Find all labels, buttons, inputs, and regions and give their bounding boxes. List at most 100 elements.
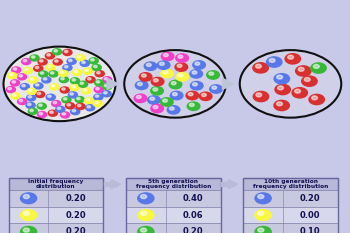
- FancyBboxPatch shape: [126, 190, 220, 207]
- Circle shape: [61, 77, 64, 80]
- Circle shape: [258, 195, 264, 199]
- Circle shape: [188, 93, 193, 96]
- Circle shape: [61, 71, 64, 74]
- Circle shape: [187, 102, 200, 110]
- Circle shape: [43, 78, 47, 80]
- Circle shape: [269, 58, 275, 62]
- Circle shape: [292, 88, 307, 98]
- Circle shape: [60, 87, 69, 93]
- Circle shape: [21, 210, 37, 220]
- Circle shape: [13, 68, 17, 70]
- Circle shape: [173, 93, 177, 96]
- Circle shape: [40, 60, 43, 62]
- FancyBboxPatch shape: [243, 190, 338, 207]
- Text: 0.06: 0.06: [183, 211, 203, 219]
- Circle shape: [22, 85, 25, 87]
- Circle shape: [103, 83, 112, 89]
- Circle shape: [304, 78, 310, 82]
- Circle shape: [253, 63, 268, 73]
- Circle shape: [37, 112, 47, 118]
- Circle shape: [160, 62, 164, 65]
- Circle shape: [104, 84, 108, 87]
- Circle shape: [61, 112, 70, 118]
- Circle shape: [78, 81, 88, 87]
- Circle shape: [12, 67, 21, 73]
- Circle shape: [50, 111, 53, 113]
- Circle shape: [136, 95, 141, 99]
- Circle shape: [94, 80, 104, 86]
- Circle shape: [46, 94, 55, 100]
- Circle shape: [141, 74, 146, 77]
- Circle shape: [12, 81, 15, 83]
- Circle shape: [8, 87, 11, 90]
- Circle shape: [67, 104, 70, 106]
- Circle shape: [104, 78, 108, 80]
- Circle shape: [63, 65, 72, 71]
- Circle shape: [18, 99, 27, 105]
- Circle shape: [35, 84, 39, 86]
- Circle shape: [28, 103, 31, 106]
- Circle shape: [255, 193, 271, 204]
- Circle shape: [161, 69, 173, 78]
- Circle shape: [39, 113, 42, 115]
- Circle shape: [13, 94, 16, 96]
- Circle shape: [53, 59, 62, 65]
- Circle shape: [177, 64, 182, 67]
- Circle shape: [161, 52, 174, 61]
- Circle shape: [153, 106, 158, 109]
- Circle shape: [80, 60, 89, 66]
- Circle shape: [10, 80, 20, 86]
- Circle shape: [190, 82, 203, 90]
- Circle shape: [302, 76, 317, 86]
- Circle shape: [163, 53, 168, 57]
- Circle shape: [150, 97, 155, 100]
- Circle shape: [161, 98, 173, 106]
- Circle shape: [148, 96, 160, 104]
- Circle shape: [151, 104, 163, 113]
- Circle shape: [62, 88, 65, 90]
- Circle shape: [38, 59, 47, 65]
- Circle shape: [54, 50, 57, 52]
- Circle shape: [170, 91, 183, 100]
- Circle shape: [104, 92, 107, 94]
- Circle shape: [151, 87, 163, 95]
- Circle shape: [86, 77, 95, 83]
- Circle shape: [23, 228, 29, 232]
- Circle shape: [30, 78, 34, 80]
- Text: 5th generation
frequency distribution: 5th generation frequency distribution: [135, 179, 211, 189]
- Circle shape: [189, 103, 194, 106]
- Circle shape: [63, 98, 67, 100]
- Circle shape: [71, 86, 75, 88]
- Text: 0.00: 0.00: [300, 211, 321, 219]
- Text: 0.20: 0.20: [183, 227, 203, 233]
- FancyBboxPatch shape: [9, 223, 103, 233]
- Circle shape: [93, 101, 102, 107]
- Circle shape: [178, 55, 183, 58]
- Circle shape: [255, 226, 271, 233]
- Circle shape: [83, 68, 92, 74]
- Circle shape: [37, 103, 46, 109]
- Circle shape: [83, 89, 86, 91]
- Circle shape: [193, 83, 197, 86]
- Circle shape: [195, 62, 200, 65]
- Circle shape: [253, 91, 269, 102]
- Circle shape: [32, 56, 35, 58]
- Text: 0.20: 0.20: [65, 227, 86, 233]
- Circle shape: [82, 88, 91, 94]
- Text: 0.10: 0.10: [300, 227, 321, 233]
- Circle shape: [256, 93, 262, 97]
- Circle shape: [134, 94, 147, 103]
- Circle shape: [36, 91, 45, 97]
- Circle shape: [25, 69, 28, 71]
- Circle shape: [50, 84, 59, 90]
- Circle shape: [311, 63, 326, 73]
- Text: 0.20: 0.20: [65, 211, 86, 219]
- Circle shape: [172, 82, 176, 85]
- Circle shape: [48, 110, 57, 116]
- Circle shape: [94, 87, 103, 93]
- Circle shape: [82, 61, 85, 64]
- Circle shape: [138, 193, 154, 204]
- Circle shape: [85, 69, 88, 72]
- Circle shape: [29, 77, 38, 83]
- Circle shape: [72, 79, 76, 81]
